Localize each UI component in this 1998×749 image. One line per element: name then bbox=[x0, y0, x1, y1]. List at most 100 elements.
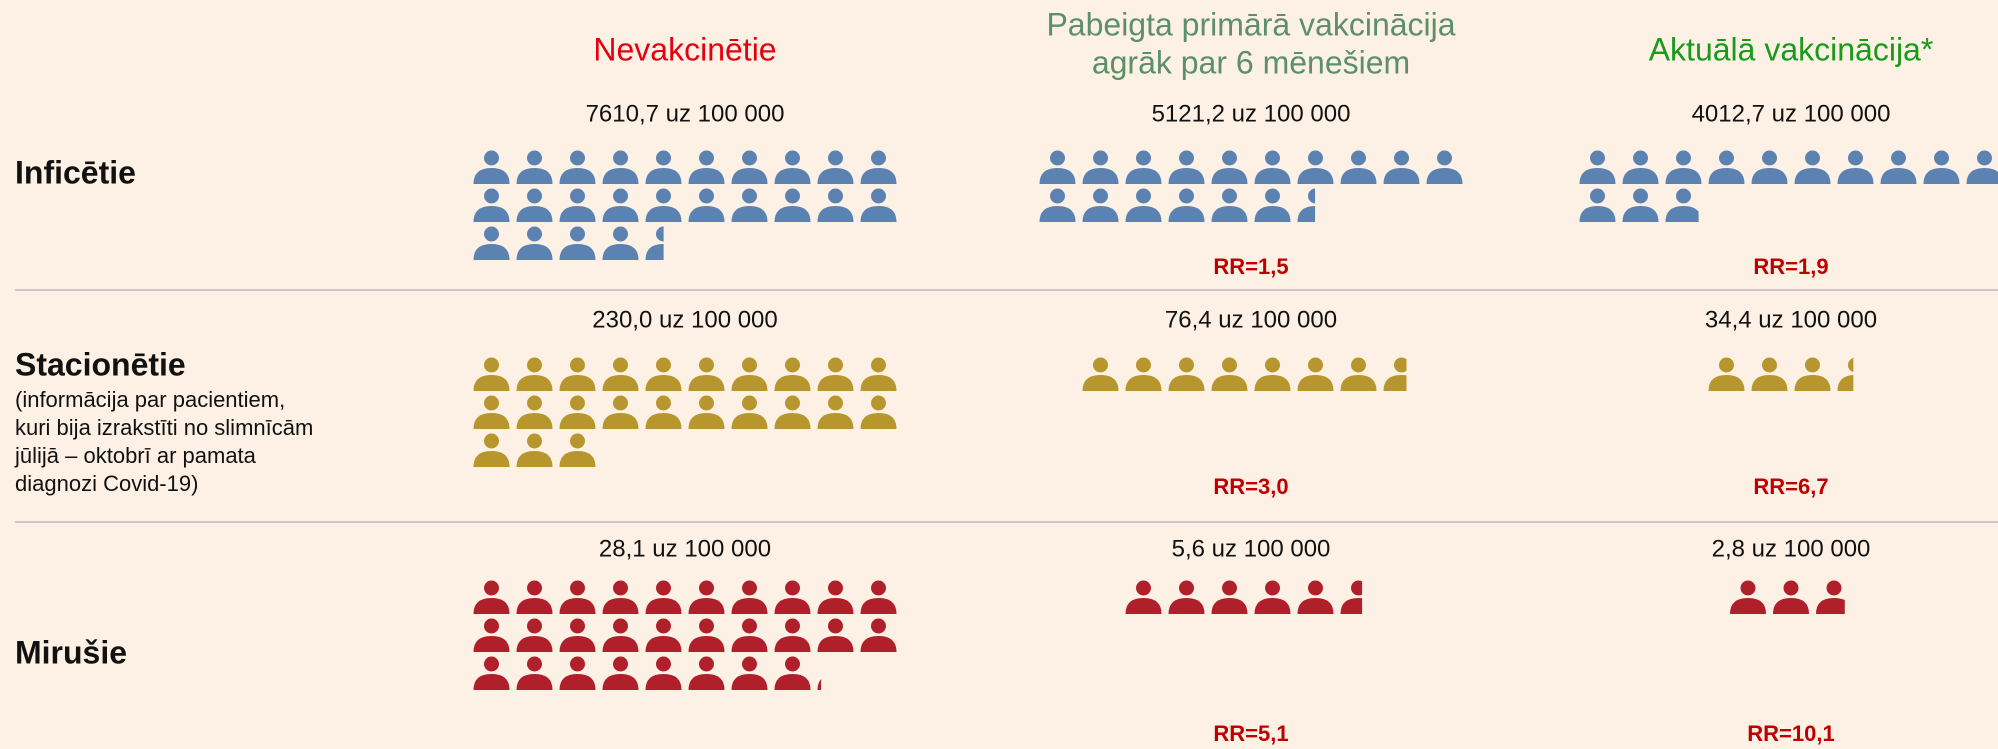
icon-body bbox=[1297, 598, 1334, 614]
icon-head bbox=[527, 188, 542, 204]
icon-body bbox=[1708, 168, 1745, 184]
icon-head bbox=[656, 188, 671, 204]
icon-body bbox=[1211, 375, 1248, 391]
icon-head bbox=[828, 580, 843, 596]
person-icon bbox=[602, 188, 639, 222]
icon-head bbox=[1676, 188, 1691, 204]
icon-head bbox=[484, 580, 499, 596]
icon-body bbox=[817, 375, 854, 391]
person-icon bbox=[1125, 357, 1162, 391]
icon-head bbox=[1179, 188, 1194, 204]
person-icon bbox=[473, 618, 510, 652]
icon-body bbox=[1730, 598, 1766, 614]
icon-head bbox=[484, 618, 499, 634]
person-icon bbox=[817, 679, 822, 690]
icon-head bbox=[1977, 150, 1992, 166]
person-icon bbox=[1168, 150, 1205, 184]
person-icon bbox=[559, 357, 596, 391]
icon-head bbox=[1848, 357, 1854, 373]
icon-head bbox=[527, 226, 542, 242]
icon-body bbox=[731, 206, 768, 222]
icon-body bbox=[774, 168, 811, 184]
icon-body bbox=[1082, 206, 1119, 222]
icon-body bbox=[645, 375, 682, 391]
icon-head bbox=[484, 433, 499, 449]
icon-head bbox=[699, 357, 714, 373]
column-title: Aktuālā vakcinācija* bbox=[1649, 31, 1934, 67]
icon-body bbox=[559, 206, 596, 222]
icon-head bbox=[1394, 357, 1407, 373]
person-icon bbox=[602, 395, 639, 429]
person-icon bbox=[559, 150, 596, 184]
icon-body bbox=[516, 674, 553, 690]
person-icon bbox=[473, 580, 510, 614]
icon-body bbox=[1168, 206, 1205, 222]
icon-body bbox=[516, 598, 553, 614]
icon-head bbox=[1136, 580, 1151, 596]
icon-head bbox=[1222, 580, 1237, 596]
icon-head bbox=[527, 656, 542, 672]
icon-body bbox=[559, 674, 596, 690]
person-icon bbox=[688, 395, 725, 429]
person-icon bbox=[602, 357, 639, 391]
icon-body bbox=[1622, 168, 1659, 184]
icon-head bbox=[1222, 188, 1237, 204]
icon-body bbox=[602, 168, 639, 184]
icon-head bbox=[1740, 580, 1756, 596]
person-icon bbox=[1039, 150, 1076, 184]
icon-body bbox=[473, 451, 510, 467]
person-icon bbox=[645, 395, 682, 429]
icon-body bbox=[473, 168, 510, 184]
icon-head bbox=[570, 580, 585, 596]
person-icon bbox=[516, 226, 553, 260]
icon-body bbox=[817, 679, 822, 690]
icon-body bbox=[1340, 168, 1377, 184]
icon-body bbox=[1383, 375, 1407, 391]
icon-head bbox=[1179, 580, 1194, 596]
row-note: kuri bija izrakstīti no slimnīcām bbox=[15, 415, 313, 440]
icon-head bbox=[699, 656, 714, 672]
person-icon bbox=[731, 580, 768, 614]
icon-head bbox=[1308, 357, 1323, 373]
person-icon bbox=[860, 188, 897, 222]
icon-body bbox=[473, 636, 510, 652]
person-icon bbox=[473, 433, 510, 467]
icon-head bbox=[828, 150, 843, 166]
icon-body bbox=[516, 168, 553, 184]
icon-head bbox=[613, 656, 628, 672]
icon-head bbox=[1351, 150, 1366, 166]
icon-head bbox=[613, 618, 628, 634]
icon-body bbox=[1579, 168, 1616, 184]
icon-body bbox=[516, 636, 553, 652]
rr-label: RR=10,1 bbox=[1747, 721, 1834, 746]
icon-head bbox=[1179, 150, 1194, 166]
person-icon bbox=[860, 395, 897, 429]
icon-body bbox=[645, 413, 682, 429]
person-icon bbox=[817, 580, 854, 614]
person-icon bbox=[645, 226, 664, 260]
person-icon bbox=[1297, 580, 1334, 614]
icon-body bbox=[1794, 375, 1831, 391]
row-note: diagnozi Covid-19) bbox=[15, 471, 198, 496]
person-icon bbox=[774, 357, 811, 391]
person-icon bbox=[1211, 580, 1248, 614]
icon-body bbox=[1837, 168, 1874, 184]
icon-head bbox=[1265, 150, 1280, 166]
person-icon bbox=[1340, 150, 1377, 184]
icon-head bbox=[828, 395, 843, 411]
person-icon bbox=[774, 618, 811, 652]
person-icon bbox=[1082, 357, 1119, 391]
person-icon bbox=[473, 357, 510, 391]
person-icon bbox=[516, 656, 553, 690]
person-icon bbox=[516, 433, 553, 467]
icon-body bbox=[645, 674, 682, 690]
icon-head bbox=[613, 357, 628, 373]
icon-body bbox=[1211, 206, 1248, 222]
person-icon bbox=[731, 150, 768, 184]
icon-head bbox=[527, 433, 542, 449]
icon-head bbox=[1265, 188, 1280, 204]
icon-head bbox=[1805, 150, 1820, 166]
person-icon bbox=[1837, 357, 1854, 391]
person-icon bbox=[559, 188, 596, 222]
icon-head bbox=[1848, 150, 1863, 166]
